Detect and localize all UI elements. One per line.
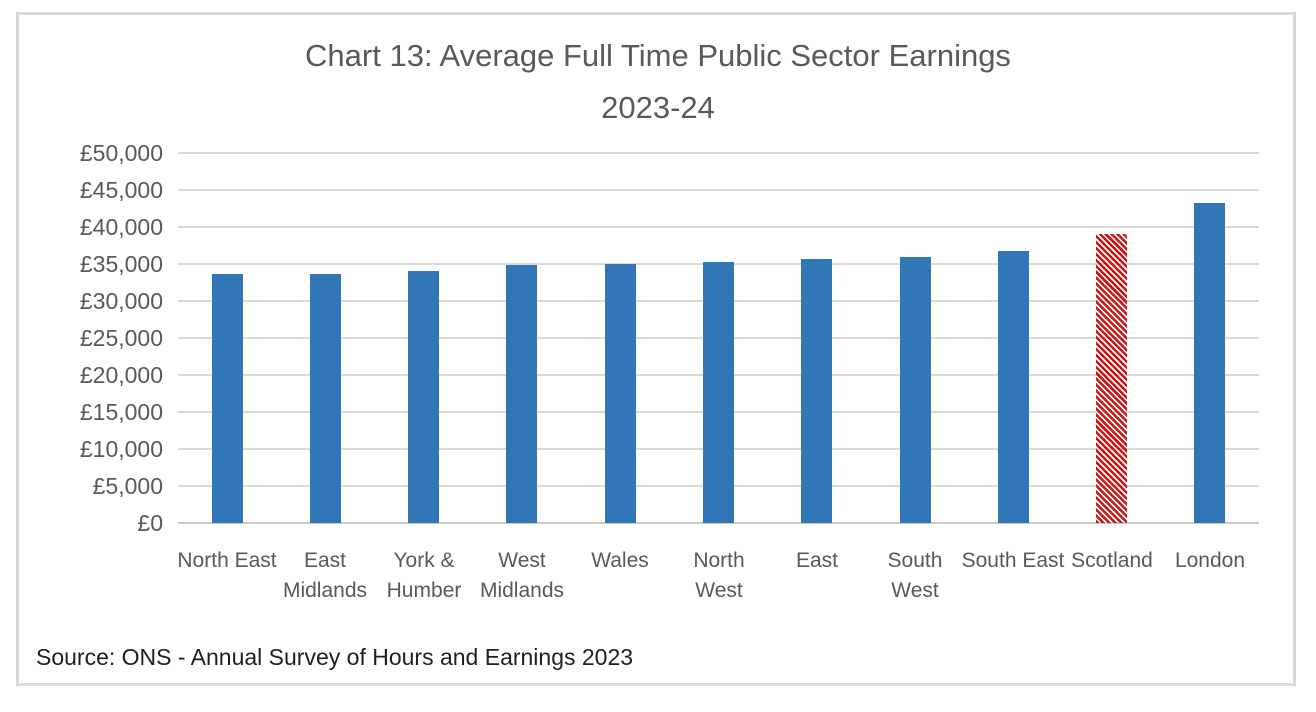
chart-title-line2: 2023-24 (601, 90, 715, 125)
source-note: Source: ONS - Annual Survey of Hours and… (36, 644, 634, 670)
chart-title: Chart 13: Average Full Time Public Secto… (17, 30, 1299, 134)
chart-title-line1: Chart 13: Average Full Time Public Secto… (305, 38, 1011, 73)
